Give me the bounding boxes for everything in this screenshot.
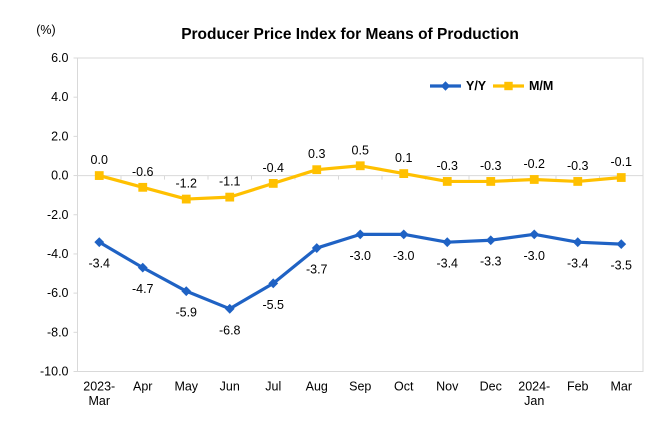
- y-axis-unit-label: (%): [36, 23, 56, 37]
- series-mm-square-marker: [138, 182, 148, 192]
- data-label-yy: -3.0: [349, 249, 371, 263]
- series-mm-square-marker: [529, 175, 539, 184]
- series-mm-square-marker: [442, 177, 452, 186]
- legend-label-mm: M/M: [529, 79, 553, 93]
- data-label-mm: 0.0: [91, 153, 108, 167]
- data-label-mm: -0.3: [480, 159, 502, 173]
- series-yy-diamond-marker: [572, 237, 583, 248]
- series-line-yy: [97, 232, 623, 311]
- series-mm-square-marker: [181, 194, 191, 204]
- x-axis-label: Dec: [480, 380, 502, 394]
- series-mm-square-marker: [573, 177, 583, 186]
- x-axis-label: May: [174, 380, 198, 394]
- x-axis-label: Mar: [610, 380, 632, 394]
- y-axis-label: 4.0: [51, 90, 68, 104]
- x-axis-label: Mar: [88, 394, 110, 408]
- y-axis-label: -8.0: [47, 325, 69, 339]
- series-mm-square-marker: [225, 192, 235, 202]
- y-axis-label: 2.0: [51, 129, 68, 143]
- y-axis-label: 6.0: [51, 51, 68, 65]
- series-mm-square-marker: [486, 177, 496, 186]
- series-mm-square-marker: [355, 161, 365, 171]
- series-yy-diamond-marker: [311, 243, 322, 253]
- chart-title: Producer Price Index for Means of Produc…: [181, 26, 519, 43]
- series-mm-square-marker: [399, 169, 409, 179]
- plot-border: [77, 57, 644, 372]
- legend-label-yy: Y/Y: [466, 79, 487, 93]
- x-axis-label: Feb: [567, 380, 589, 394]
- data-label-yy: -3.4: [436, 257, 458, 271]
- data-label-yy: -5.5: [262, 298, 284, 312]
- y-axis-label: -10.0: [40, 365, 69, 379]
- series-yy-diamond-marker: [616, 239, 627, 250]
- series-yy-diamond-marker: [181, 286, 192, 297]
- data-label-mm: -0.4: [262, 161, 284, 175]
- series-mm-square-marker: [312, 165, 322, 175]
- series-yy-diamond-marker: [398, 229, 409, 240]
- x-axis-label: Sep: [349, 380, 371, 394]
- data-label-yy: -3.4: [567, 257, 589, 271]
- x-axis-label: Apr: [133, 380, 152, 394]
- data-label-mm: -0.6: [132, 165, 154, 179]
- series-yy-diamond-marker: [485, 235, 496, 246]
- data-label-mm: -0.2: [523, 157, 545, 171]
- data-label-yy: -3.3: [480, 255, 502, 269]
- legend-yy-diamond-marker: [440, 81, 451, 91]
- data-label-mm: 0.3: [308, 147, 325, 161]
- x-axis-label: Oct: [394, 380, 414, 394]
- data-label-mm: 0.1: [395, 151, 412, 165]
- series-yy-diamond-marker: [224, 303, 235, 314]
- y-axis-label: -4.0: [47, 247, 69, 261]
- y-axis-label: -2.0: [47, 208, 69, 222]
- series-yy-diamond-marker: [529, 229, 540, 240]
- x-axis-label: Jul: [265, 380, 281, 394]
- data-label-yy: -3.5: [610, 259, 632, 273]
- series-yy-diamond-marker: [137, 262, 148, 273]
- x-axis-label: Jun: [220, 380, 240, 394]
- series-yy-diamond-marker: [442, 237, 453, 248]
- x-axis-label: 2024-: [518, 380, 550, 394]
- data-label-mm: -0.1: [610, 155, 632, 169]
- data-label-yy: -5.9: [175, 306, 197, 320]
- data-label-mm: -0.3: [567, 159, 589, 173]
- x-axis-label: Aug: [306, 380, 328, 394]
- data-label-mm: 0.5: [352, 143, 369, 157]
- series-mm-square-marker: [94, 171, 104, 180]
- series-yy-diamond-marker: [268, 278, 279, 289]
- legend-mm-square-marker: [504, 81, 513, 91]
- series-mm-square-marker: [616, 173, 626, 182]
- series-yy-diamond-marker: [355, 229, 366, 240]
- data-label-mm: -1.1: [219, 175, 241, 189]
- data-label-yy: -4.7: [132, 282, 154, 296]
- data-label-yy: -3.0: [523, 249, 545, 263]
- x-axis-label: 2023-: [83, 380, 115, 394]
- data-label-yy: -3.4: [88, 257, 110, 271]
- series-yy-diamond-marker: [94, 237, 105, 248]
- y-axis-label: -6.0: [47, 286, 69, 300]
- series-mm-square-marker: [268, 179, 278, 188]
- x-axis-label: Jan: [524, 394, 544, 408]
- data-label-mm: -0.3: [436, 159, 458, 173]
- legend: Y/Y M/M: [430, 79, 553, 93]
- data-label-mm: -1.2: [175, 177, 197, 191]
- data-label-yy: -3.0: [393, 249, 415, 263]
- data-label-yy: -6.8: [219, 323, 241, 337]
- data-label-yy: -3.7: [306, 263, 328, 277]
- x-axis-label: Nov: [436, 380, 459, 394]
- y-axis-label: 0.0: [51, 169, 68, 183]
